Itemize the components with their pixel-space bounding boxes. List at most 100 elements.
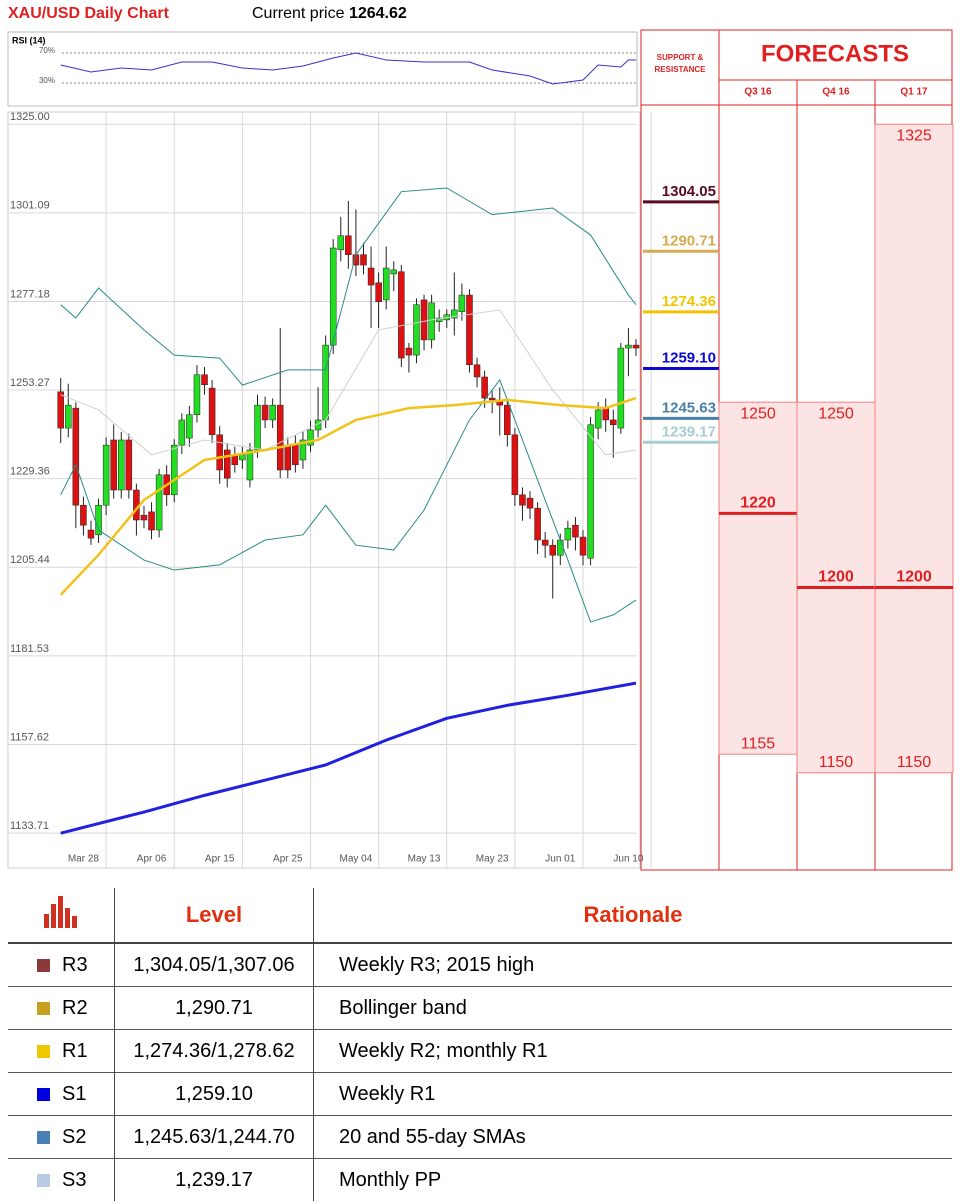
candle-body bbox=[65, 405, 71, 428]
x-tick-label: May 13 bbox=[408, 854, 441, 865]
candle-body bbox=[330, 248, 336, 345]
header-row: Level Rationale bbox=[8, 888, 952, 943]
candle-body bbox=[633, 345, 639, 348]
rsi-title: RSI (14) bbox=[12, 35, 46, 45]
candle-body bbox=[171, 445, 177, 495]
candle-body bbox=[262, 405, 268, 420]
candle-body bbox=[542, 540, 548, 545]
name-cell: R1 bbox=[8, 1030, 115, 1073]
candle-body bbox=[186, 415, 192, 438]
level-label: 1290.71 bbox=[662, 232, 716, 249]
forecast-high: 1250 bbox=[740, 405, 776, 422]
level-label: 1245.63 bbox=[662, 399, 716, 416]
price-label: Current price 1264.62 bbox=[252, 5, 407, 22]
swatch bbox=[37, 1088, 50, 1101]
level-cell: 1,259.10 bbox=[115, 1073, 314, 1116]
forecast-target-label: 1200 bbox=[818, 569, 854, 586]
candle-body bbox=[535, 508, 541, 540]
chart-title: XAU/USD Daily Chart bbox=[8, 5, 170, 22]
candle-body bbox=[595, 410, 601, 428]
forecast-low: 1155 bbox=[741, 735, 776, 752]
candle-body bbox=[383, 268, 389, 300]
candle-body bbox=[141, 515, 147, 520]
candle-body bbox=[625, 345, 631, 348]
period-label: Q1 17 bbox=[900, 87, 928, 98]
rationale-cell: Monthly PP bbox=[314, 1159, 953, 1201]
candle-body bbox=[512, 435, 518, 495]
level-label: 1304.05 bbox=[662, 183, 716, 200]
forecast-high: 1325 bbox=[896, 127, 932, 144]
y-tick-label: 1325.00 bbox=[10, 111, 50, 123]
rsi-frame bbox=[8, 32, 637, 106]
candle-body bbox=[247, 450, 253, 480]
candle-body bbox=[572, 525, 578, 537]
indicator-line bbox=[61, 398, 636, 595]
level-header: Level bbox=[115, 888, 314, 943]
price-value: 1264.62 bbox=[349, 5, 407, 22]
level-cell: 1,304.05/1,307.06 bbox=[115, 943, 314, 987]
candle-body bbox=[429, 303, 435, 340]
candle-body bbox=[527, 498, 533, 508]
level-label: 1274.36 bbox=[662, 293, 716, 310]
candle-body bbox=[224, 450, 230, 478]
candle-body bbox=[58, 392, 64, 428]
candle-body bbox=[421, 300, 427, 340]
swatch bbox=[37, 1002, 50, 1015]
rsi-tick-label: 30% bbox=[39, 76, 55, 85]
candle-body bbox=[270, 405, 276, 420]
y-tick-label: 1133.71 bbox=[10, 820, 49, 832]
candle-body bbox=[292, 445, 298, 465]
rationale-cell: Weekly R2; monthly R1 bbox=[314, 1030, 953, 1073]
indicator-line bbox=[61, 683, 636, 833]
candle-body bbox=[345, 236, 351, 255]
indicator-line bbox=[61, 310, 636, 455]
level-cell: 1,290.71 bbox=[115, 987, 314, 1030]
forecast-title: FORECASTS bbox=[761, 40, 909, 67]
candle-body bbox=[179, 420, 185, 445]
level-cell: 1,274.36/1,278.62 bbox=[115, 1030, 314, 1073]
price-caption: Current price bbox=[252, 5, 345, 22]
period-label: Q3 16 bbox=[744, 87, 772, 98]
price-frame bbox=[8, 112, 640, 868]
swatch bbox=[37, 1174, 50, 1187]
forecast-range bbox=[875, 124, 953, 773]
x-tick-label: May 04 bbox=[340, 854, 373, 865]
candle-body bbox=[255, 405, 261, 450]
name-cell: S1 bbox=[8, 1073, 115, 1116]
name-cell: S3 bbox=[8, 1159, 115, 1201]
swatch bbox=[37, 1045, 50, 1058]
forecast-high: 1250 bbox=[818, 405, 854, 422]
candle-body bbox=[103, 445, 109, 505]
level-cell: 1,239.17 bbox=[115, 1159, 314, 1201]
candle-body bbox=[406, 348, 412, 355]
level-cell: 1,245.63/1,244.70 bbox=[115, 1116, 314, 1159]
candle-body bbox=[391, 270, 397, 274]
candle-body bbox=[202, 375, 208, 385]
forecast-target-label: 1200 bbox=[896, 569, 932, 586]
candle-body bbox=[323, 345, 329, 420]
support-title: SUPPORT & RESISTANCE bbox=[643, 52, 717, 76]
candle-body bbox=[489, 398, 495, 400]
y-tick-label: 1157.62 bbox=[10, 731, 49, 743]
candle-body bbox=[482, 377, 488, 398]
rationale-header: Rationale bbox=[314, 888, 953, 943]
candle-body bbox=[565, 528, 571, 540]
candle-body bbox=[610, 420, 616, 425]
candle-body bbox=[217, 435, 223, 470]
charts: XAU/USD Daily Chart Current price 1264.6… bbox=[0, 0, 964, 880]
bar-icon bbox=[44, 896, 78, 928]
swatch bbox=[37, 1131, 50, 1144]
rationale-cell: 20 and 55-day SMAs bbox=[314, 1116, 953, 1159]
icon-cell bbox=[8, 888, 115, 943]
candle-body bbox=[80, 505, 86, 525]
name-cell: S2 bbox=[8, 1116, 115, 1159]
x-tick-label: Apr 06 bbox=[137, 854, 167, 865]
candle-body bbox=[413, 305, 419, 355]
